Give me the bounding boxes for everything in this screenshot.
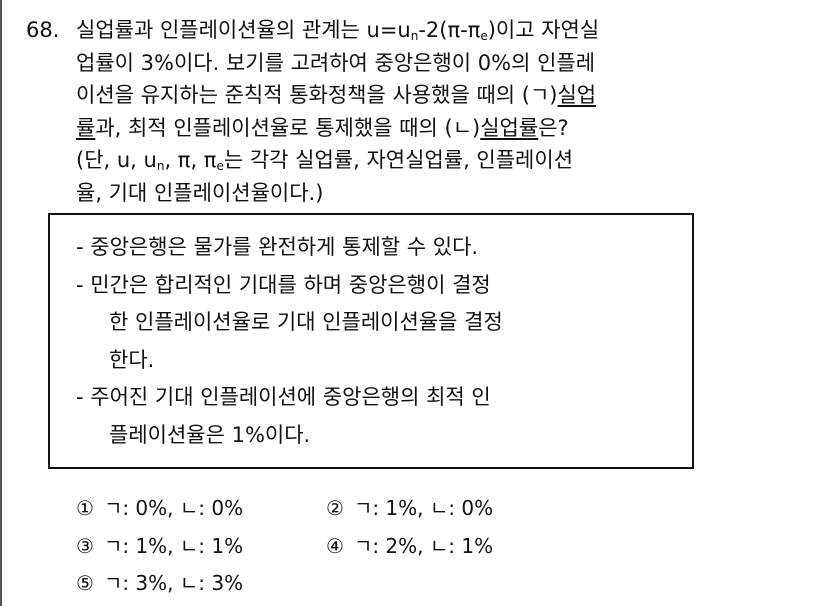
answer-option-1[interactable]: ① ㄱ: 0%, ㄴ: 0%: [76, 490, 326, 528]
answer-option-2[interactable]: ② ㄱ: 1%, ㄴ: 0%: [326, 490, 576, 528]
question-text: -2(π-π: [418, 18, 481, 42]
option-text: ㄱ: 2%, ㄴ: 1%: [353, 533, 494, 558]
condition-line: 한다.: [109, 347, 155, 372]
option-marker: ②: [326, 496, 344, 520]
question-line: 률과, 최적 인플레이션율로 통제했을 때의 (ㄴ)실업률은?: [26, 112, 786, 145]
question-number: 68.: [26, 18, 60, 42]
subscript: e: [480, 29, 488, 43]
question-text: , π, π: [164, 148, 217, 172]
question-text: (단, u, u: [76, 148, 157, 172]
question-line: 업률이 3%이다. 보기를 고려하여 중앙은행이 0%의 인플레: [26, 47, 786, 80]
given-conditions-box: - 중앙은행은 물가를 완전하게 통제할 수 있다. - 민간은 합리적인 기대를…: [48, 213, 694, 469]
subscript: n: [410, 29, 419, 43]
subscript: e: [216, 159, 224, 173]
question-text: 업률이 3%이다. 보기를 고려하여 중앙은행이 0%의 인플레: [76, 50, 596, 75]
question-text: 율, 기대 인플레이션율이다.): [76, 180, 324, 205]
question-stem: 68. 실업률과 인플레이션율의 관계는 u=un-2(π-πe)이고 자연실 업률…: [26, 14, 786, 209]
option-marker: ①: [76, 496, 94, 520]
option-marker: ③: [76, 533, 94, 558]
underlined-text: 실업률: [480, 115, 539, 140]
option-text: ㄱ: 1%, ㄴ: 0%: [353, 496, 494, 520]
condition-line: 플레이션율은 1%이다.: [109, 422, 311, 447]
question-line: (단, u, un, π, πe는 각각 실업률, 자연실업률, 인플레이션: [26, 144, 786, 177]
question-line: 이션을 유지하는 준칙적 통화정책을 사용했을 때의 (ㄱ)실업: [26, 79, 786, 112]
underlined-text: 률: [76, 115, 96, 140]
option-text: ㄱ: 1%, ㄴ: 1%: [103, 533, 244, 558]
condition-line: - 민간은 합리적인 기대를 하며 중앙은행이 결정: [76, 272, 491, 297]
option-text: ㄱ: 0%, ㄴ: 0%: [103, 496, 244, 520]
condition-line: 한 인플레이션율로 기대 인플레이션율을 결정: [109, 310, 503, 334]
question-text: 이션을 유지하는 준칙적 통화정책을 사용했을 때의 (ㄱ): [76, 83, 558, 107]
option-marker: ⑤: [76, 571, 94, 595]
answer-options: ① ㄱ: 0%, ㄴ: 0% ② ㄱ: 1%, ㄴ: 0% ③ ㄱ: 1%, ㄴ: 1% ④…: [76, 490, 576, 603]
answer-option-5[interactable]: ⑤ ㄱ: 3%, ㄴ: 3%: [76, 565, 326, 603]
condition-line: - 중앙은행은 물가를 완전하게 통제할 수 있다.: [76, 235, 479, 259]
question-text: 실업률과 인플레이션율의 관계는 u=u: [76, 18, 411, 42]
question-text: 은?: [538, 115, 569, 140]
question-line: 율, 기대 인플레이션율이다.): [26, 177, 786, 210]
question-line: 68. 실업률과 인플레이션율의 관계는 u=un-2(π-πe)이고 자연실: [26, 14, 786, 47]
condition-line: - 주어진 기대 인플레이션에 중앙은행의 최적 인: [76, 385, 491, 409]
question-text: 는 각각 실업률, 자연실업률, 인플레이션: [223, 148, 574, 172]
answer-option-3[interactable]: ③ ㄱ: 1%, ㄴ: 1%: [76, 528, 326, 566]
option-text: ㄱ: 3%, ㄴ: 3%: [103, 571, 244, 595]
question-text: 과, 최적 인플레이션율로 통제했을 때의 (ㄴ): [95, 115, 481, 140]
option-marker: ④: [326, 533, 344, 558]
subscript: n: [156, 159, 165, 173]
answer-option-4[interactable]: ④ ㄱ: 2%, ㄴ: 1%: [326, 528, 576, 566]
page-left-border: [0, 0, 2, 606]
underlined-text: 실업: [557, 83, 597, 107]
question-text: )이고 자연실: [487, 18, 600, 42]
